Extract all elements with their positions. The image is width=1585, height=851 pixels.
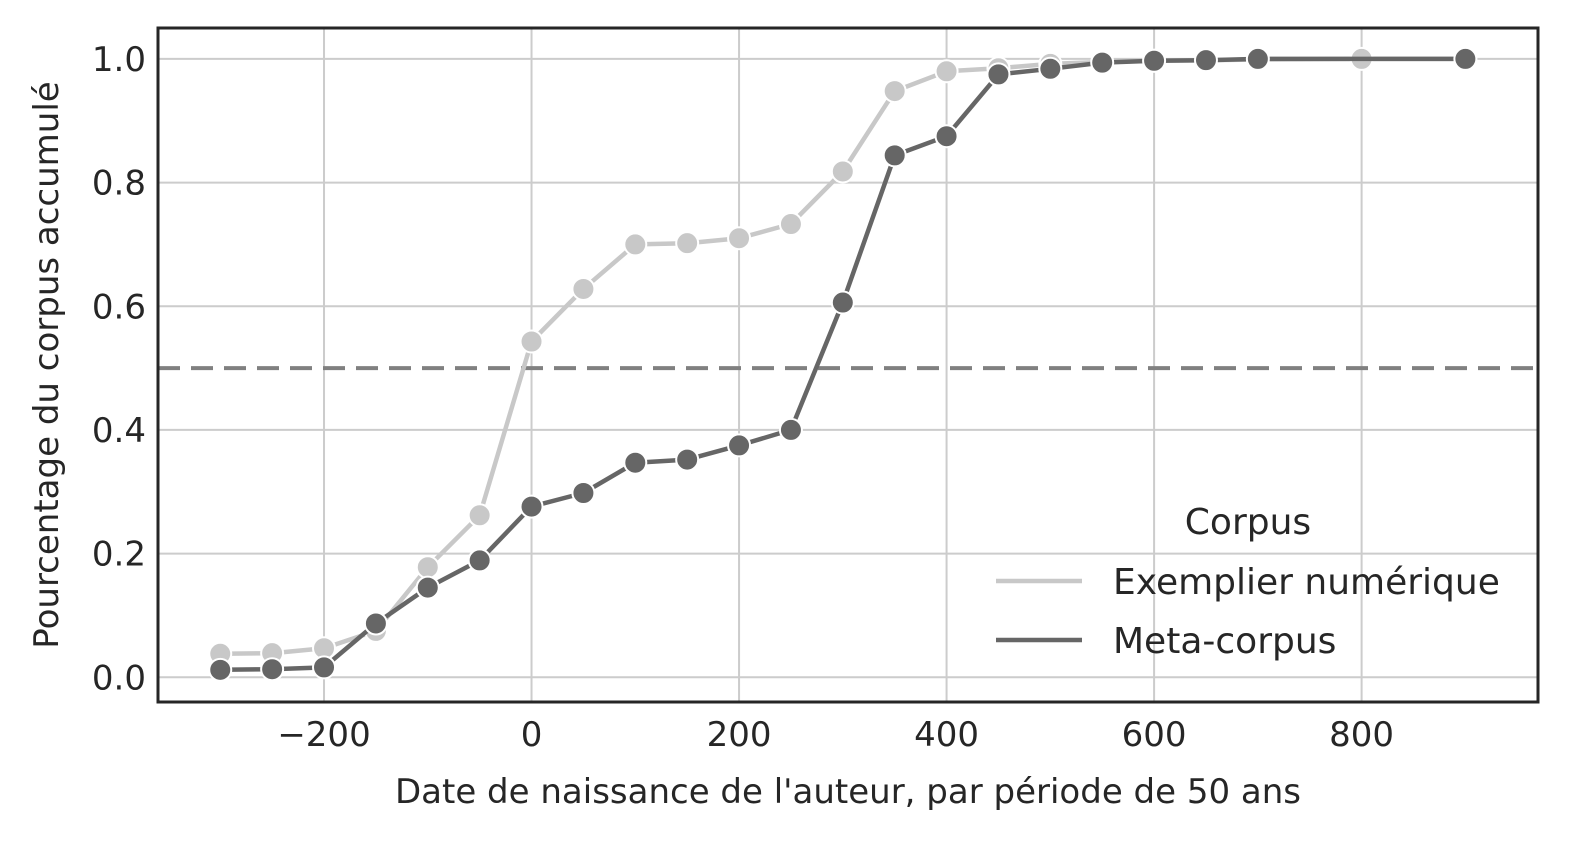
legend-entry: Meta-corpus xyxy=(996,621,1336,662)
data-point xyxy=(1142,48,1167,73)
data-point xyxy=(882,143,907,168)
data-point xyxy=(882,79,907,104)
x-tick-label: 200 xyxy=(707,715,772,755)
x-tick-labels: −200 0 200 400 600 800 xyxy=(277,715,1394,755)
data-point xyxy=(623,450,648,475)
data-point xyxy=(1245,46,1270,71)
legend: Corpus Exemplier numérique Meta-corpus xyxy=(996,502,1500,662)
data-point xyxy=(1193,48,1218,73)
legend-entries: Exemplier numérique Meta-corpus xyxy=(996,562,1500,662)
data-point xyxy=(519,329,544,354)
data-point xyxy=(415,555,440,580)
y-axis-label: Pourcentage du corpus accumulé xyxy=(27,81,67,648)
y-tick-label: 0.0 xyxy=(92,658,146,698)
x-axis-label: Date de naissance de l'auteur, par pério… xyxy=(395,772,1301,812)
data-point xyxy=(1090,50,1115,75)
legend-title: Corpus xyxy=(1185,502,1311,543)
plot-frame xyxy=(156,26,1540,704)
data-point xyxy=(727,433,752,458)
y-tick-label: 0.8 xyxy=(92,164,146,204)
data-point xyxy=(830,159,855,184)
data-point xyxy=(986,62,1011,87)
x-tick-label: −200 xyxy=(277,715,370,755)
data-point xyxy=(571,480,596,505)
data-point xyxy=(208,657,233,682)
data-point xyxy=(830,290,855,315)
data-point xyxy=(675,231,700,256)
data-point xyxy=(312,655,337,680)
data-point xyxy=(934,124,959,149)
y-tick-labels: 0.0 0.2 0.4 0.6 0.8 1.0 xyxy=(92,40,146,698)
legend-label: Exemplier numérique xyxy=(1113,562,1500,603)
data-point xyxy=(934,59,959,84)
data-point xyxy=(519,494,544,519)
series-1 xyxy=(208,46,1478,682)
legend-label: Meta-corpus xyxy=(1113,621,1336,662)
y-tick-label: 0.2 xyxy=(92,535,146,575)
y-tick-label: 0.4 xyxy=(92,411,146,451)
data-point xyxy=(1453,46,1478,71)
data-point xyxy=(415,575,440,600)
data-point xyxy=(778,417,803,442)
x-tick-label: 800 xyxy=(1329,715,1394,755)
data-point xyxy=(260,657,285,682)
data-point xyxy=(778,212,803,237)
data-point xyxy=(571,276,596,301)
legend-entry: Exemplier numérique xyxy=(996,562,1500,603)
x-tick-label: 0 xyxy=(521,715,543,755)
data-point xyxy=(467,548,492,573)
data-point xyxy=(675,447,700,472)
data-point xyxy=(727,226,752,251)
series-line xyxy=(220,56,1466,673)
y-tick-label: 0.6 xyxy=(92,287,146,327)
x-tick-label: 400 xyxy=(914,715,979,755)
data-point xyxy=(467,503,492,528)
x-tick-label: 600 xyxy=(1122,715,1187,755)
data-point xyxy=(623,232,648,257)
data-point xyxy=(363,611,388,636)
y-tick-label: 1.0 xyxy=(92,40,146,80)
series-layer xyxy=(208,46,1478,682)
data-point xyxy=(1038,56,1063,81)
